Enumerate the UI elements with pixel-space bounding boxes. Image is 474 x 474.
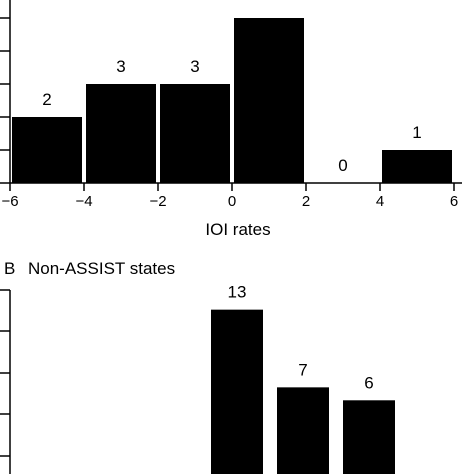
panel-b-bar-label: 6 (364, 373, 373, 392)
panel-a-bar-label: 3 (190, 57, 199, 76)
panel-a-x-tick-label: 6 (450, 193, 458, 210)
panel-a-bar-label: 3 (116, 57, 125, 76)
panel-b-bar-label: 7 (298, 360, 307, 379)
panel-a-bar-label: 2 (42, 90, 51, 109)
panel-a-bar-label: 0 (338, 156, 347, 175)
panel-a-x-tick-label: −4 (75, 193, 92, 210)
panel-b-chart: B Non-ASSIST states 13 7 6 (0, 259, 395, 474)
panel-a-x-tick-label: −6 (1, 193, 18, 210)
panel-a-x-tick-label: 2 (302, 193, 310, 210)
panel-a-bar (160, 84, 230, 183)
panel-b-title: Non-ASSIST states (28, 259, 175, 278)
panel-a-x-tick-label: 4 (376, 193, 384, 210)
panel-b-bar (343, 400, 395, 474)
panel-a-x-tick-label: 0 (228, 193, 236, 210)
panel-a-bar (86, 84, 156, 183)
panel-b-letter: B (4, 259, 15, 278)
panel-a-chart: −6 −4 −2 0 2 4 6 2 3 3 0 1 IOI rates (0, 0, 462, 239)
panel-a-bar (382, 150, 452, 183)
panel-b-bar-label: 13 (228, 283, 247, 302)
panel-a-x-axis-label: IOI rates (205, 220, 270, 239)
panel-a-bar (12, 117, 82, 183)
panel-b-bar (211, 309, 263, 474)
panel-a-x-tick-label: −2 (149, 193, 166, 210)
panel-a-bar (234, 18, 304, 183)
panel-b-bar (277, 387, 329, 474)
panel-a-bar-label: 1 (412, 123, 421, 142)
